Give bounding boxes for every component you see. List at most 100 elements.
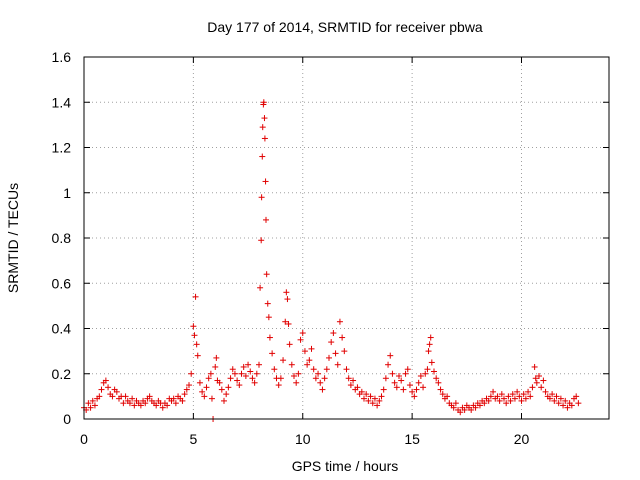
data-point (413, 386, 420, 393)
data-point (212, 363, 219, 370)
data-point (277, 375, 284, 382)
data-point (225, 384, 232, 391)
data-point (533, 379, 540, 386)
data-point (193, 341, 200, 348)
data-point (120, 400, 127, 407)
data-point (532, 375, 539, 382)
data-point (260, 99, 267, 106)
data-point (315, 370, 322, 377)
data-point (393, 384, 400, 391)
data-point (262, 178, 269, 185)
data-point (269, 350, 276, 357)
data-point (426, 341, 433, 348)
data-point (304, 361, 311, 368)
data-point (332, 350, 339, 357)
data-point (258, 237, 265, 244)
x-tick-label: 15 (404, 431, 420, 447)
grid (84, 57, 609, 419)
data-point (188, 370, 195, 377)
data-point (417, 373, 424, 380)
data-point (191, 332, 198, 339)
data-point (507, 397, 514, 404)
data-point (317, 379, 324, 386)
data-point (258, 194, 265, 201)
data-point (113, 388, 120, 395)
data-point (490, 388, 497, 395)
data-point (231, 370, 238, 377)
data-point (433, 375, 440, 382)
y-tick-label: 0.4 (52, 321, 72, 337)
data-point (439, 391, 446, 398)
data-point (371, 395, 378, 402)
data-point (146, 393, 153, 400)
y-axis-title: SRMTID / TECUs (5, 183, 21, 293)
y-tick-label: 1.6 (52, 49, 72, 65)
data-point (387, 352, 394, 359)
data-point (339, 334, 346, 341)
data-point (564, 404, 571, 411)
data-point (109, 393, 116, 400)
data-point (259, 124, 266, 131)
data-point (431, 368, 437, 375)
data-point (285, 320, 292, 327)
data-point (126, 400, 133, 407)
data-point (406, 382, 413, 389)
data-point (487, 393, 494, 400)
data-point (560, 402, 567, 409)
data-point (293, 379, 300, 386)
data-point (546, 395, 553, 402)
data-point (361, 395, 367, 402)
data-point (208, 395, 215, 402)
data-point (299, 330, 306, 337)
data-point (301, 348, 308, 355)
data-series (81, 99, 582, 422)
data-point (263, 271, 270, 278)
data-point (257, 284, 264, 291)
data-point (350, 377, 357, 384)
data-point (391, 379, 398, 386)
data-point (295, 370, 302, 377)
data-point (334, 361, 341, 368)
data-point (203, 384, 210, 391)
data-point (181, 391, 188, 398)
data-point (131, 402, 138, 409)
data-point (89, 397, 96, 404)
data-point (555, 400, 562, 407)
data-point (380, 386, 387, 393)
data-point (234, 377, 241, 384)
data-point (542, 388, 549, 395)
data-point (142, 400, 149, 407)
data-point (531, 363, 538, 370)
y-tick-label: 0 (63, 411, 71, 427)
data-point (242, 373, 249, 380)
data-point (186, 382, 192, 389)
data-point (183, 386, 190, 393)
y-tick-label: 1 (63, 185, 71, 201)
data-point (562, 397, 569, 404)
data-point (321, 375, 328, 382)
data-point (259, 153, 266, 160)
data-point (409, 388, 416, 395)
data-point (427, 334, 434, 341)
data-point (194, 352, 201, 359)
data-point (286, 341, 293, 348)
data-point (122, 393, 129, 400)
data-point (516, 393, 523, 400)
data-point (505, 393, 512, 400)
data-point (402, 370, 409, 377)
data-point (376, 397, 383, 404)
data-point (192, 293, 199, 300)
data-point (253, 370, 260, 377)
data-point (367, 393, 374, 400)
data-point (520, 391, 527, 398)
data-point (105, 384, 112, 391)
data-point (336, 318, 343, 325)
data-point (450, 404, 457, 411)
data-point (288, 361, 295, 368)
data-point (291, 373, 297, 380)
data-point (472, 404, 479, 411)
y-tick-label: 1.4 (52, 94, 72, 110)
data-point (374, 402, 381, 409)
plot-frame (83, 56, 610, 420)
y-tick-label: 1.2 (52, 140, 72, 156)
